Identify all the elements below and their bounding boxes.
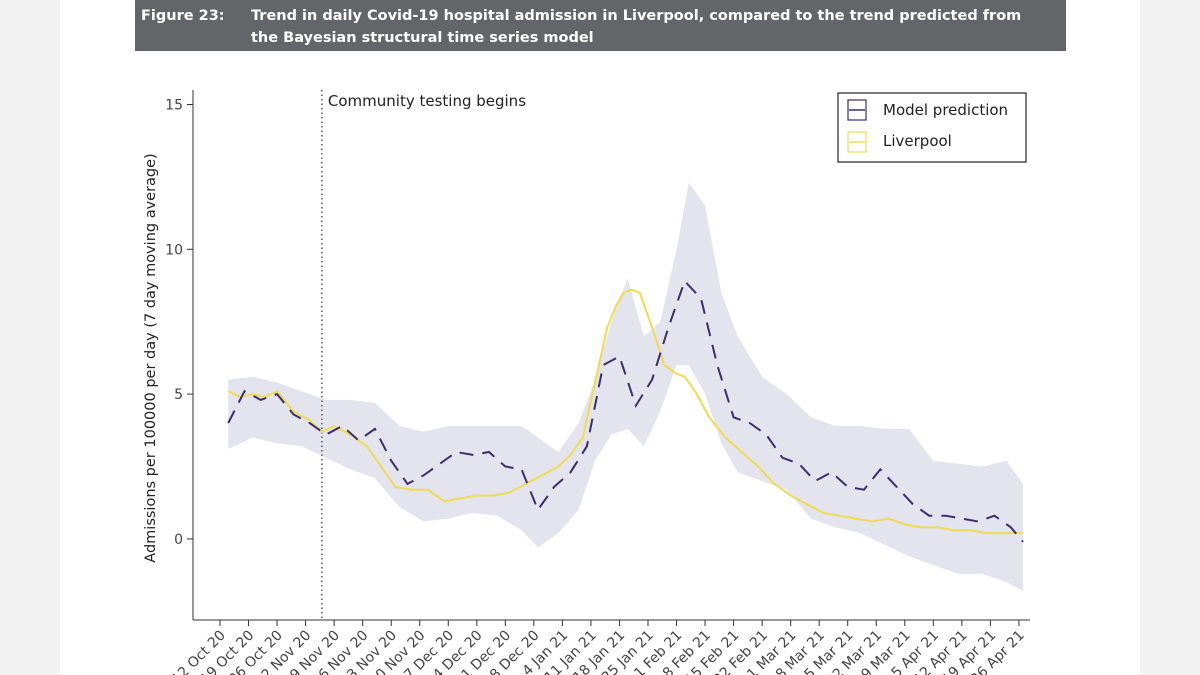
community-testing-label: Community testing begins	[328, 92, 526, 110]
y-tick-label: 10	[165, 242, 183, 258]
legend-liverpool-swatch	[847, 131, 867, 153]
y-axis-label: Admissions per 100000 per day (7 day mov…	[143, 153, 159, 562]
y-tick-label: 15	[165, 97, 183, 113]
legend-model-label: Model prediction	[883, 101, 1008, 119]
model-prediction-series-line	[227, 279, 1024, 543]
figure-title: Trend in daily Covid-19 hospital admissi…	[251, 8, 1022, 46]
legend-box	[837, 92, 1027, 163]
y-ticks: 0 5 10 15	[165, 97, 193, 548]
y-tick-label: 0	[174, 532, 183, 548]
axes	[192, 90, 1030, 621]
figure-label: Figure 23:	[141, 8, 225, 24]
y-tick-label: 5	[174, 387, 183, 403]
legend-model-swatch	[847, 99, 867, 121]
legend: Model prediction Liverpool	[837, 92, 1027, 163]
legend-liverpool-label: Liverpool	[883, 132, 952, 150]
figure-header: Figure 23: Trend in daily Covid-19 hospi…	[135, 0, 1066, 51]
